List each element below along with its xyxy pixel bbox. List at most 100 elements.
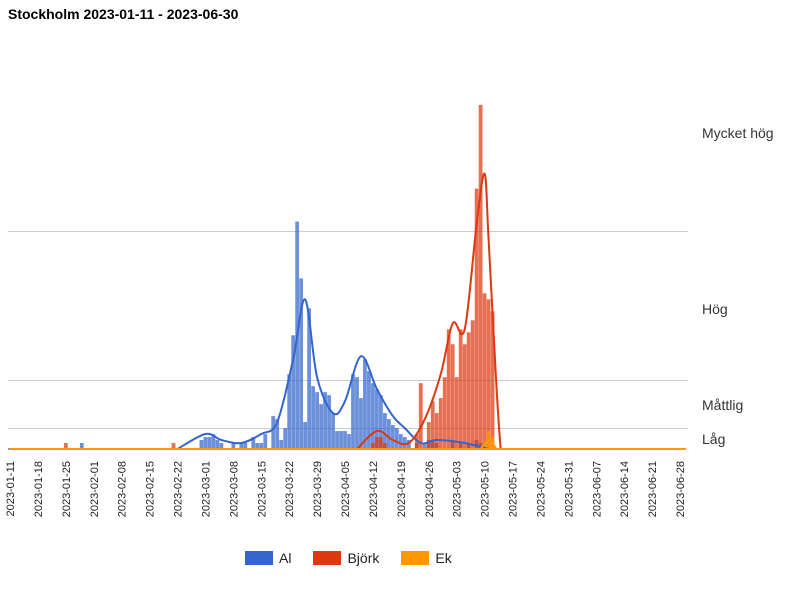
bar-björk <box>490 311 495 449</box>
bar-al <box>398 434 403 449</box>
x-tick-label: 2023-04-26 <box>424 461 436 517</box>
bar-björk <box>454 377 459 449</box>
bar-björk <box>442 377 447 449</box>
bar-björk <box>426 422 431 449</box>
legend-swatch <box>401 551 430 565</box>
curve-al <box>177 298 489 450</box>
bar-björk <box>434 413 439 449</box>
level-label-hög: Hög <box>702 301 728 317</box>
bar-björk <box>375 437 379 449</box>
bar-al <box>386 419 391 449</box>
bar-al <box>390 425 395 449</box>
legend-item-ek: Ek <box>401 550 452 566</box>
bar-björk <box>486 299 491 449</box>
bars <box>63 104 495 450</box>
bar-al <box>199 440 204 449</box>
x-tick-label: 2023-01-25 <box>61 461 73 517</box>
x-tick-label: 2023-03-01 <box>200 461 212 517</box>
bar-al <box>394 428 399 449</box>
bar-björk <box>474 188 479 449</box>
bar-al <box>203 437 208 449</box>
bar-björk <box>430 401 435 449</box>
x-tick-label: 2023-04-19 <box>396 461 408 517</box>
level-label-mycket-hög: Mycket hög <box>702 125 774 141</box>
x-tick-label: 2023-05-10 <box>480 461 492 517</box>
bar-al <box>291 335 296 449</box>
bar-al <box>382 413 387 449</box>
bar-al <box>339 431 343 449</box>
x-tick-label: 2023-04-05 <box>340 461 352 517</box>
bar-al <box>211 434 216 449</box>
bar-al <box>259 443 264 449</box>
x-tick-label: 2023-05-24 <box>535 461 547 517</box>
bar-björk <box>470 320 475 449</box>
bar-björk <box>382 443 387 449</box>
x-tick-label: 2023-04-12 <box>368 461 380 517</box>
x-tick-label: 2023-01-18 <box>33 461 45 517</box>
legend-item-björk: Björk <box>313 550 379 566</box>
level-label-låg: Låg <box>702 431 726 447</box>
bar-ek <box>482 443 487 449</box>
bar-al <box>335 431 339 449</box>
bar-björk <box>63 443 68 449</box>
x-tick-label: 2023-03-22 <box>284 461 296 517</box>
bar-björk <box>171 443 176 449</box>
legend-label: Björk <box>347 550 380 566</box>
bar-al <box>323 392 327 449</box>
legend-label: Ek <box>435 550 452 566</box>
x-tick-label: 2023-02-01 <box>89 461 101 517</box>
bar-al <box>255 443 260 449</box>
x-tick-label: 2023-05-17 <box>508 461 520 517</box>
bar-al <box>315 392 319 449</box>
x-tick-labels: 2023-01-11 2023-01-18 2023-01-25 2023-02-01… <box>5 461 687 517</box>
x-tick-label: 2023-06-28 <box>675 461 687 517</box>
legend-swatch <box>313 551 342 565</box>
chart-title: Stockholm 2023-01-11 - 2023-06-30 <box>8 6 239 22</box>
bar-al <box>379 395 383 449</box>
bar-al <box>311 386 316 449</box>
legend-swatch <box>245 551 273 565</box>
bar-björk <box>450 344 455 449</box>
legend-item-al: Al <box>245 550 291 566</box>
level-label-måttlig: Måttlig <box>702 397 744 413</box>
bar-al <box>351 374 355 449</box>
bar-björk <box>418 383 423 449</box>
x-tick-label: 2023-02-22 <box>173 461 185 517</box>
x-tick-label: 2023-02-15 <box>145 461 157 517</box>
curve-ek <box>479 438 498 450</box>
bar-al <box>303 422 308 449</box>
bar-al <box>319 404 323 449</box>
bar-al <box>283 428 288 449</box>
bar-al <box>331 413 335 449</box>
bar-al <box>327 395 331 449</box>
legend: Al Björk Ek <box>245 550 452 566</box>
x-tick-label: 2023-06-14 <box>619 461 631 517</box>
x-tick-label: 2023-03-08 <box>228 461 240 517</box>
bar-al <box>231 443 236 449</box>
bar-al <box>363 359 367 449</box>
bar-al <box>215 440 220 449</box>
legend-label: Al <box>279 550 292 566</box>
x-tick-label: 2023-03-15 <box>256 461 268 517</box>
bar-al <box>275 419 280 449</box>
x-tick-label: 2023-06-21 <box>647 461 659 517</box>
bar-al <box>287 374 292 449</box>
bar-björk <box>379 437 383 449</box>
bar-al <box>239 443 244 449</box>
bar-al <box>79 443 84 449</box>
bar-al <box>355 377 359 449</box>
bar-al <box>375 389 379 449</box>
bar-al <box>307 308 312 449</box>
bar-al <box>219 443 224 449</box>
bar-al <box>371 383 375 449</box>
curves <box>177 172 502 450</box>
bar-al <box>406 440 411 449</box>
bar-al <box>279 440 284 449</box>
gridlines <box>8 231 688 429</box>
bar-al <box>359 398 363 449</box>
bar-björk <box>478 104 483 450</box>
bar-al <box>347 434 351 449</box>
x-tick-label: 2023-05-03 <box>452 461 464 517</box>
x-tick-label: 2023-01-11 <box>5 461 17 516</box>
